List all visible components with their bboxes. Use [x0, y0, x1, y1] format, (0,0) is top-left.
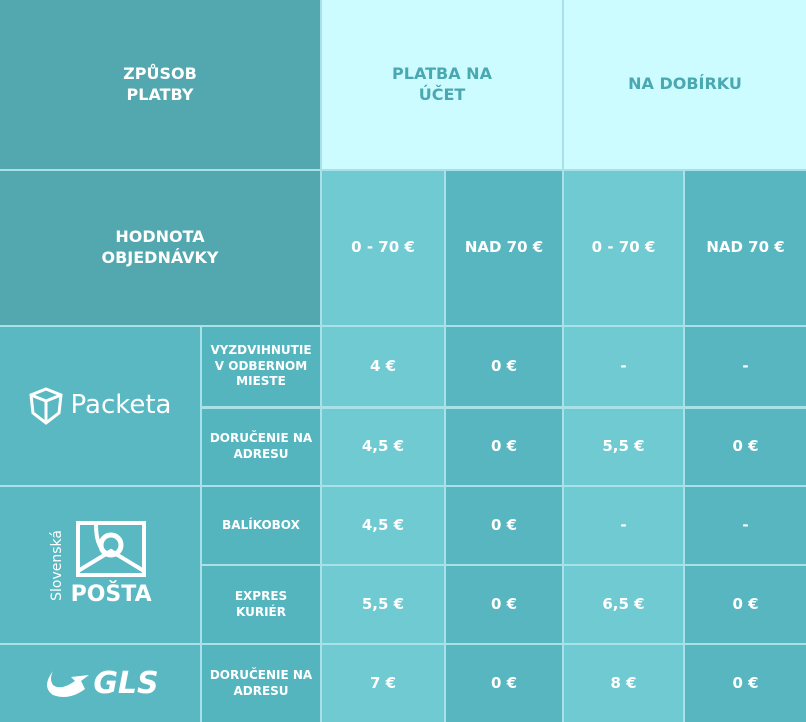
- service-label: DORUČENIE NA ADRESU: [202, 409, 320, 485]
- price-cell: 8 €: [564, 645, 683, 722]
- on-account-header: PLATBA NA ÚČET: [322, 0, 562, 169]
- price-cell: 0 €: [446, 327, 562, 406]
- range-header: 0 - 70 €: [322, 171, 444, 325]
- service-label: EXPRES KURIÉR: [202, 566, 320, 643]
- price-cell: 0 €: [685, 409, 806, 485]
- price-cell: 0 €: [446, 409, 562, 485]
- price-cell: 5,5 €: [322, 566, 444, 643]
- price-cell: 0 €: [685, 566, 806, 643]
- range-header: NAD 70 €: [446, 171, 562, 325]
- price-cell: 0 €: [446, 645, 562, 722]
- price-cell: 4,5 €: [322, 487, 444, 564]
- price-cell: 0 €: [685, 645, 806, 722]
- service-label: VYZDVIHNUTIE V ODBERNOM MIESTE: [202, 327, 320, 406]
- service-label: DORUČENIE NA ADRESU: [202, 645, 320, 722]
- price-cell: -: [564, 327, 683, 406]
- cod-header: NA DOBÍRKU: [564, 0, 806, 169]
- range-header: NAD 70 €: [685, 171, 806, 325]
- price-cell: 0 €: [446, 487, 562, 564]
- price-cell: 4 €: [322, 327, 444, 406]
- packeta-logo: Packeta: [28, 387, 172, 425]
- order-value-header: HODNOTA OBJEDNÁVKY: [0, 171, 320, 325]
- service-label: BALÍKOBOX: [202, 487, 320, 564]
- price-cell: 0 €: [446, 566, 562, 643]
- packeta-logo-cell: Packeta: [0, 327, 200, 485]
- price-cell: 4,5 €: [322, 409, 444, 485]
- payment-method-header: ZPŮSOB PLATBY: [0, 0, 320, 169]
- envelope-horn-icon: [76, 520, 147, 577]
- price-cell: -: [685, 487, 806, 564]
- posta-logo-cell: Slovenská POŠTA: [0, 487, 200, 643]
- gls-logo: GLS: [41, 664, 159, 703]
- posta-logo: Slovenská POŠTA: [48, 520, 152, 610]
- gls-logo-cell: GLS: [0, 645, 200, 722]
- price-cell: 6,5 €: [564, 566, 683, 643]
- gls-swoosh-icon: [47, 670, 90, 697]
- price-cell: -: [564, 487, 683, 564]
- price-cell: 7 €: [322, 645, 444, 722]
- price-cell: 5,5 €: [564, 409, 683, 485]
- range-header: 0 - 70 €: [564, 171, 683, 325]
- price-cell: -: [685, 327, 806, 406]
- packeta-box-icon: [28, 387, 63, 425]
